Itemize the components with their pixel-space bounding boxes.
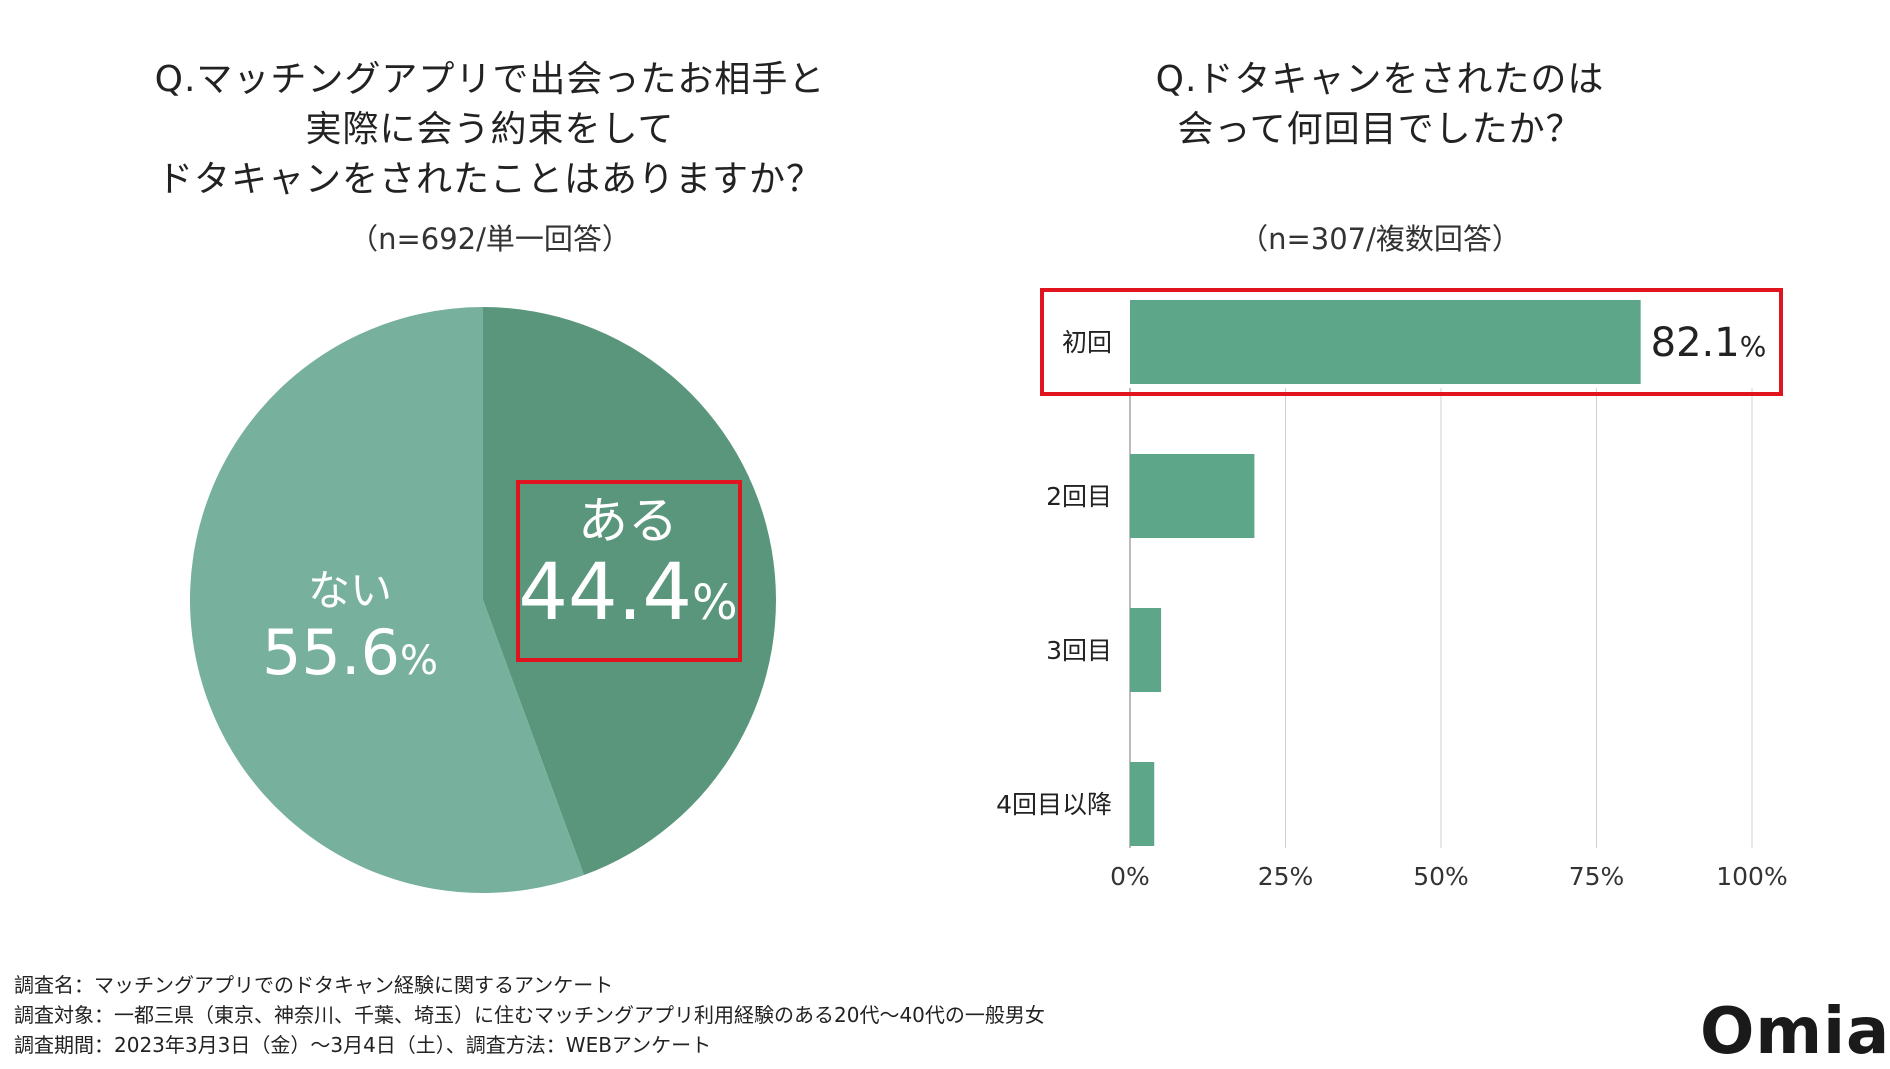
x-tick-label: 25%: [1258, 862, 1314, 891]
x-tick-label: 50%: [1413, 862, 1469, 891]
bar-highlight-box: [1040, 288, 1783, 396]
survey-footer: 調査名：マッチングアプリでのドタキャン経験に関するアンケート 調査対象：一都三県…: [14, 970, 1045, 1060]
category-label: 4回目以降: [996, 790, 1112, 819]
bar-chart-subtitle: （n=307/複数回答）: [1239, 222, 1521, 256]
footer-survey-target: 調査対象：一都三県（東京、神奈川、千葉、埼玉）に住むマッチングアプリ利用経験のあ…: [14, 1003, 1045, 1027]
omiai-logo: Omiai: [1700, 995, 1890, 1069]
bar-title-line-1: Q.ドタキャンをされたのは: [1155, 59, 1605, 100]
bar-1: [1130, 300, 1641, 384]
pie-slice-aru: [483, 307, 776, 876]
pie-title-line-1: Q.マッチングアプリで出会ったお相手と: [154, 59, 826, 100]
bar-title-line-2: 会って何回目でしたか？: [1177, 109, 1583, 150]
footer-survey-name: 調査名：マッチングアプリでのドタキャン経験に関するアンケート: [14, 973, 614, 997]
category-label: 初回: [1062, 328, 1112, 357]
footer-survey-period: 調査期間：2023年3月3日（金）〜3月4日（土）、調査方法：WEBアンケート: [14, 1033, 712, 1057]
x-tick-label: 75%: [1569, 862, 1625, 891]
pie-label-aru: ある 44.4%: [512, 492, 744, 646]
pie-chart-title: Q.マッチングアプリで出会ったお相手と 実際に会う約束をして ドタキャンをされた…: [110, 55, 870, 205]
bar-3: [1130, 608, 1162, 692]
x-tick-label: 0%: [1110, 862, 1150, 891]
pie-label-nai-value: 55.6%: [240, 616, 460, 698]
bar-chart-title: Q.ドタキャンをされたのは 会って何回目でしたか？: [1020, 55, 1740, 155]
pie-label-nai: ない 55.6%: [240, 566, 460, 698]
pie-label-nai-number: 55.6: [261, 616, 401, 689]
pie-highlight-box: [516, 480, 742, 662]
x-tick-label: 100%: [1716, 862, 1787, 891]
bar-4: [1130, 762, 1155, 846]
pie-label-nai-name: ない: [307, 566, 392, 615]
category-label: 2回目: [1046, 482, 1112, 511]
pie-slice-nai: [189, 307, 584, 894]
data-label-unit: %: [1740, 330, 1767, 363]
pie-label-aru-value: 44.4%: [512, 550, 744, 646]
pie-label-aru-unit: %: [692, 575, 738, 631]
pie-chart-subtitle: （n=692/単一回答）: [349, 222, 631, 256]
pie-label-aru-number: 44.4: [518, 548, 693, 638]
pie-title-line-2: 実際に会う約束をして: [305, 109, 675, 150]
pie-label-nai-unit: %: [400, 638, 439, 684]
bar-2: [1130, 454, 1255, 538]
category-label: 3回目: [1046, 636, 1112, 665]
pie-title-line-3: ドタキャンをされたことはありますか？: [156, 159, 823, 200]
pie-label-aru-name: ある: [578, 492, 678, 550]
